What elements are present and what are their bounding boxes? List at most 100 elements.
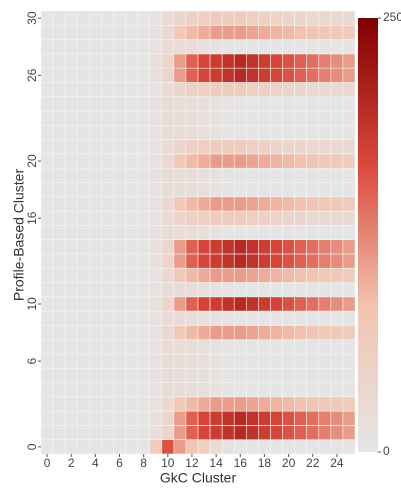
heatmap-cell	[306, 282, 320, 298]
x-tick-label: 8	[140, 456, 147, 470]
heatmap-cell	[137, 96, 150, 112]
colorbar-tick-label: 250	[383, 10, 401, 24]
heatmap-cell	[306, 39, 320, 55]
heatmap-cell	[294, 196, 307, 212]
heatmap-cell	[125, 24, 138, 40]
heatmap-cell	[258, 353, 271, 369]
heatmap-cell	[89, 282, 102, 298]
heatmap-cell	[342, 67, 356, 83]
heatmap-cell	[64, 425, 78, 441]
heatmap-cell	[270, 310, 283, 326]
heatmap-cell	[64, 353, 78, 369]
heatmap-cell	[306, 339, 320, 355]
heatmap-cell	[173, 10, 187, 26]
heatmap-cell	[197, 239, 211, 255]
heatmap-cell	[330, 353, 344, 369]
heatmap-cell	[294, 225, 307, 240]
heatmap-cell	[270, 53, 283, 69]
heatmap-cell	[209, 67, 223, 83]
heatmap-cell	[318, 210, 332, 226]
heatmap-cell	[221, 182, 235, 198]
heatmap-cell	[137, 125, 150, 140]
heatmap-cell	[246, 39, 259, 55]
heatmap-cell	[294, 410, 307, 426]
x-tick-label: 16	[234, 456, 248, 470]
heatmap-cell	[137, 339, 150, 355]
heatmap-cell	[258, 167, 271, 183]
heatmap-cell	[137, 396, 150, 412]
heatmap-cell	[318, 410, 332, 426]
heatmap-cell	[173, 167, 187, 183]
heatmap-cell	[221, 353, 235, 369]
heatmap-cell	[294, 110, 307, 126]
heatmap-cell	[233, 282, 247, 298]
x-tick-label: 22	[306, 456, 320, 470]
heatmap-cell	[149, 96, 163, 112]
heatmap-cell	[173, 353, 187, 369]
heatmap-cell	[40, 139, 54, 155]
heatmap-cell	[197, 82, 211, 98]
heatmap-cell	[342, 396, 356, 412]
heatmap-cell	[64, 225, 78, 240]
heatmap-cell	[246, 182, 259, 198]
heatmap-cell	[64, 110, 78, 126]
heatmap-cell	[330, 67, 344, 83]
heatmap-cell	[209, 282, 223, 298]
heatmap-cell	[185, 282, 199, 298]
heatmap-cell	[342, 167, 356, 183]
heatmap-cell	[64, 396, 78, 412]
heatmap-cell	[330, 367, 344, 383]
heatmap-cell	[185, 153, 199, 169]
heatmap-cell	[246, 96, 259, 112]
heatmap-cell	[161, 282, 175, 298]
heatmap-cell	[209, 125, 223, 140]
heatmap-cell	[125, 125, 138, 140]
heatmap-cell	[342, 10, 356, 26]
heatmap-cell	[125, 439, 138, 455]
heatmap-cell	[233, 225, 247, 240]
heatmap-cell	[330, 396, 344, 412]
heatmap-cell	[342, 53, 356, 69]
heatmap-cell	[185, 353, 199, 369]
heatmap-cell	[258, 39, 271, 55]
heatmap-cell	[294, 353, 307, 369]
heatmap-cell	[221, 210, 235, 226]
heatmap-cell	[173, 67, 187, 83]
heatmap-cell	[52, 53, 66, 69]
heatmap-cell	[294, 425, 307, 441]
heatmap-cell	[197, 410, 211, 426]
heatmap-cell	[306, 410, 320, 426]
heatmap-cell	[52, 267, 66, 283]
heatmap-cell	[270, 10, 283, 26]
heatmap-cell	[40, 167, 54, 183]
heatmap-cell	[221, 110, 235, 126]
heatmap-cell	[282, 253, 295, 269]
heatmap-cell	[173, 24, 187, 40]
heatmap-cell	[52, 296, 66, 312]
heatmap-cell	[76, 125, 90, 140]
heatmap-cell	[101, 39, 114, 55]
heatmap-cell	[342, 139, 356, 155]
heatmap-cell	[233, 196, 247, 212]
heatmap-cell	[161, 53, 175, 69]
heatmap-cell	[161, 339, 175, 355]
heatmap-cell	[125, 53, 138, 69]
heatmap-cell	[197, 425, 211, 441]
heatmap-cell	[318, 253, 332, 269]
heatmap-cell	[52, 139, 66, 155]
heatmap-cell	[185, 53, 199, 69]
heatmap-cell	[64, 267, 78, 283]
heatmap-cell	[89, 325, 102, 340]
heatmap-cell	[330, 82, 344, 98]
heatmap-cell	[89, 210, 102, 226]
heatmap-cell	[209, 210, 223, 226]
heatmap-cell	[173, 182, 187, 198]
heatmap-cell	[282, 167, 295, 183]
heatmap-cell	[173, 410, 187, 426]
heatmap-cell	[76, 296, 90, 312]
heatmap-cell	[282, 296, 295, 312]
heatmap-cell	[89, 439, 102, 455]
heatmap-cell	[125, 96, 138, 112]
heatmap-cell	[270, 282, 283, 298]
heatmap-cell	[270, 125, 283, 140]
